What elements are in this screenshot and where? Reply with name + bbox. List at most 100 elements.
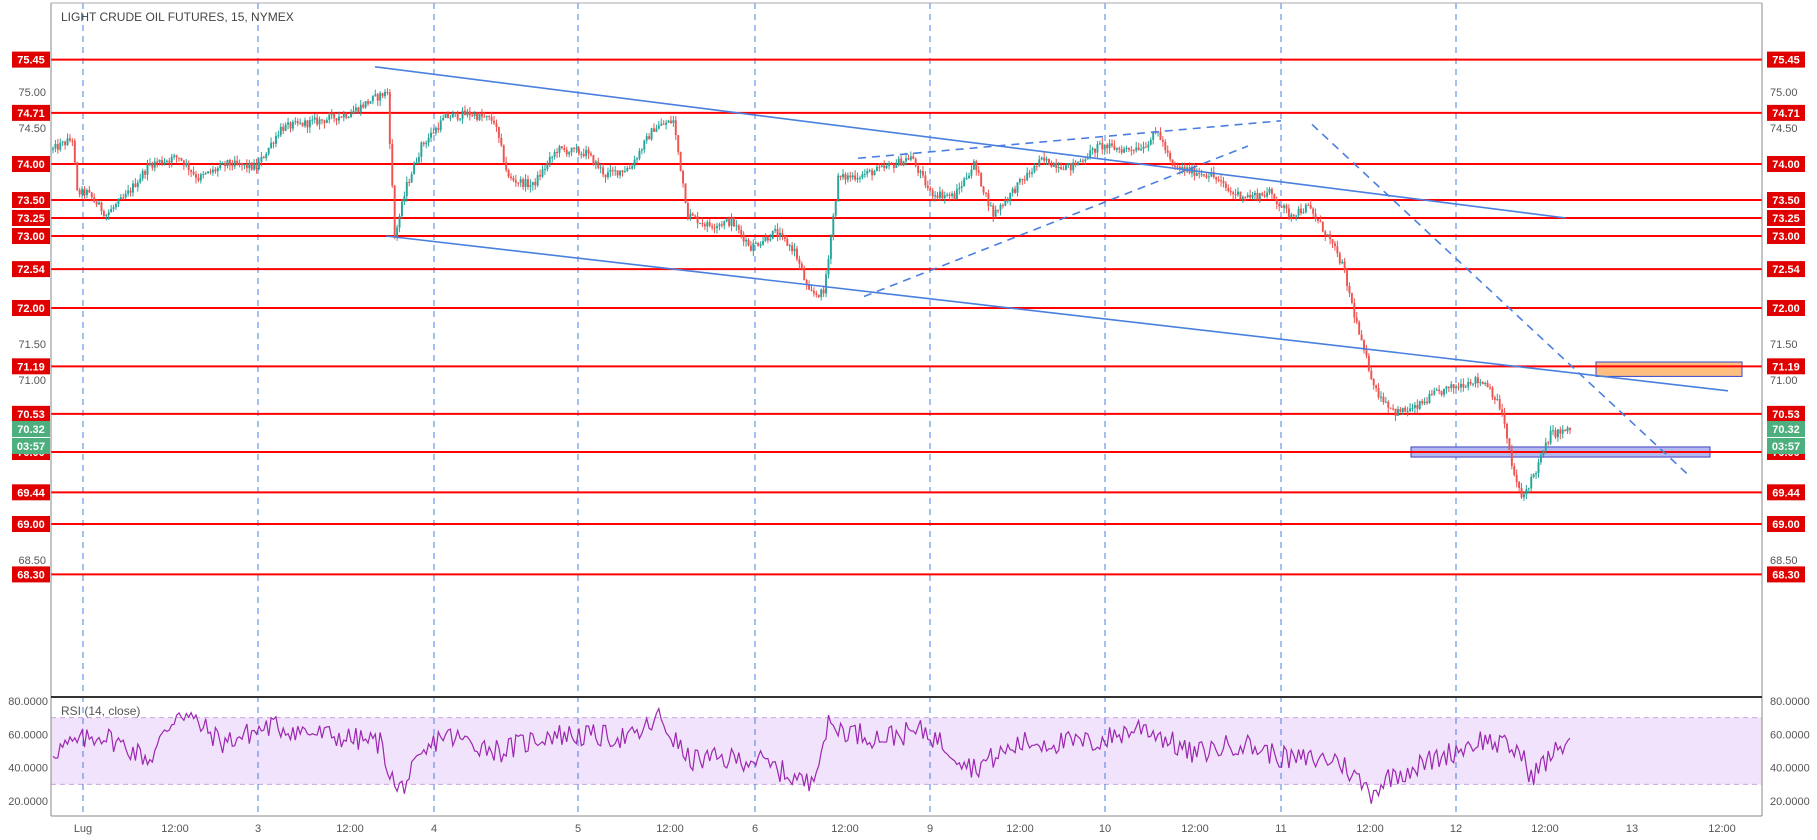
candle-body <box>541 169 544 177</box>
candle-body <box>1515 474 1518 483</box>
candle-body <box>1406 411 1409 413</box>
candle-body <box>1452 384 1455 389</box>
level-badge-right <box>1767 405 1805 422</box>
level-badge-left <box>12 210 50 226</box>
candle-body <box>878 166 881 168</box>
candle-body <box>1207 176 1210 178</box>
candle-body <box>766 236 769 241</box>
candle-body <box>1169 152 1172 160</box>
candle-body <box>1532 474 1535 477</box>
candle-body <box>199 174 202 181</box>
rsi-tick-label: 80.0000 <box>8 696 48 708</box>
candle-body <box>1261 193 1264 196</box>
candle-body <box>64 141 67 146</box>
candle-body <box>839 175 842 178</box>
candle-body <box>1140 149 1143 151</box>
candle-body <box>1513 466 1516 475</box>
level-badge-text-71.19: 71.19 <box>1772 361 1800 373</box>
candle-body <box>291 122 294 129</box>
candle-body <box>1472 383 1475 385</box>
candle-body <box>1317 218 1319 221</box>
chart-title: LIGHT CRUDE OIL FUTURES, 15, NYMEX <box>61 10 294 24</box>
candle-body <box>1249 195 1252 198</box>
candle-body <box>1275 198 1278 205</box>
candle-body <box>197 177 200 181</box>
candle-body <box>439 120 442 130</box>
candle-body <box>1237 191 1239 195</box>
candle-body <box>52 148 54 150</box>
candle-body <box>1246 195 1249 197</box>
candle-body <box>968 175 970 179</box>
candle-body <box>805 280 808 285</box>
candle-body <box>214 169 217 172</box>
candle-body <box>1404 407 1407 412</box>
candle-body <box>1447 386 1450 388</box>
candle-body <box>788 245 791 247</box>
candle-body <box>914 158 917 167</box>
level-badge-text-70.53: 70.53 <box>1772 409 1800 421</box>
level-badge-text-73.00: 73.00 <box>1772 231 1800 243</box>
candle-body <box>1115 148 1118 150</box>
level-badge-text-69.00: 69.00 <box>1772 519 1800 531</box>
candle-body <box>548 156 551 163</box>
candle-body <box>694 215 697 217</box>
candle-body <box>645 136 648 141</box>
y-tick-label: 74.50 <box>18 123 46 135</box>
level-badge-text-73.50: 73.50 <box>17 195 45 207</box>
candle-body <box>318 119 321 125</box>
candle-body <box>127 190 130 194</box>
candle-body <box>1253 192 1256 195</box>
candle-body <box>892 163 895 168</box>
candle-body <box>1152 132 1155 140</box>
candle-body <box>296 121 299 124</box>
candle-body <box>1026 172 1029 181</box>
candle-body <box>1438 389 1441 392</box>
candle-body <box>1476 377 1479 384</box>
candle-body <box>59 142 62 150</box>
candle-body <box>946 194 949 196</box>
y-tick-label: 71.50 <box>1770 339 1798 351</box>
x-tick-label: 9 <box>927 823 933 835</box>
candle-body <box>115 203 117 208</box>
candle-body <box>410 174 413 183</box>
rsi-band-layer <box>51 717 1762 785</box>
candle-body <box>1559 429 1562 434</box>
countdown-badge-left <box>12 437 50 454</box>
candle-body <box>129 190 132 193</box>
candle-body <box>633 159 636 167</box>
candle-body <box>677 135 680 152</box>
candle-body <box>1031 172 1033 174</box>
candle-body <box>1321 221 1324 232</box>
candle-body <box>1086 158 1089 160</box>
candle-body <box>1251 194 1254 198</box>
level-badge-left <box>12 405 50 422</box>
candle-body <box>493 120 496 124</box>
candle-body <box>400 201 403 216</box>
candle-body <box>875 166 878 172</box>
trendline-dashed-5 <box>1311 123 1691 478</box>
candle-body <box>917 166 920 173</box>
candle-body <box>1333 243 1336 247</box>
candle-body <box>924 175 927 186</box>
candle-body <box>313 117 316 120</box>
candle-body <box>405 181 408 197</box>
level-badge-text-75.45: 75.45 <box>17 55 45 67</box>
candle-body <box>136 182 139 188</box>
candle-body <box>994 209 997 217</box>
candle-body <box>754 242 757 244</box>
candle-body <box>500 137 503 146</box>
candle-body <box>977 170 980 173</box>
candle-body <box>1530 476 1533 489</box>
level-badge-left <box>12 358 50 375</box>
level-badge-left <box>12 51 50 68</box>
candle-body <box>415 162 418 164</box>
candle-body <box>534 181 537 186</box>
candle-body <box>519 179 522 183</box>
candle-body <box>1089 150 1092 159</box>
candle-body <box>653 128 655 132</box>
level-badge-text-68.30: 68.30 <box>1772 569 1800 581</box>
candle-body <box>909 156 912 160</box>
candle-body <box>1409 408 1412 412</box>
